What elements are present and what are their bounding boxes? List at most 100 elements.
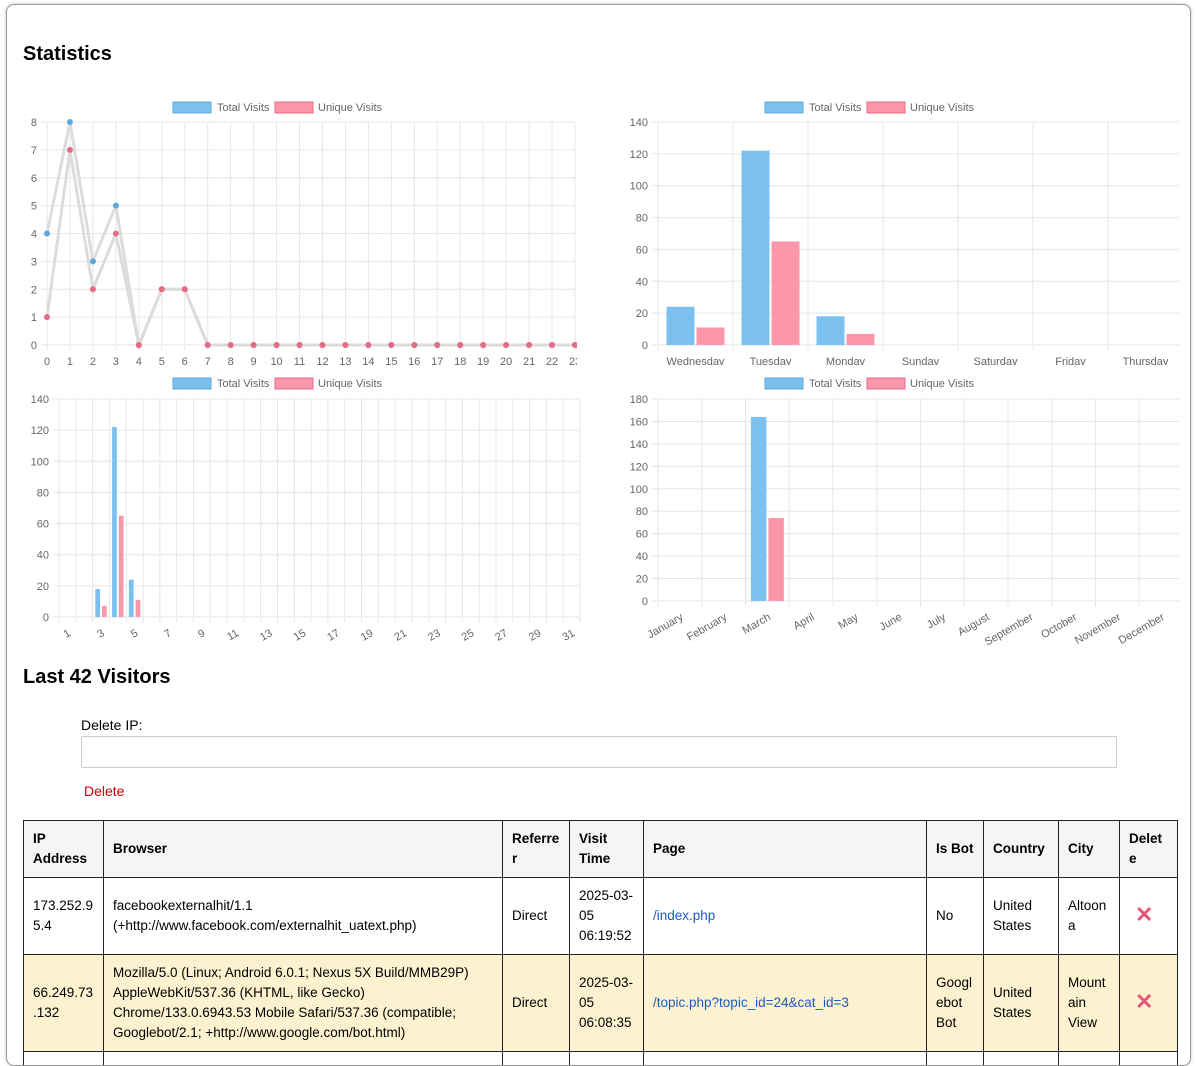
data-point [182, 286, 188, 292]
x-tick-label: September [983, 611, 1036, 648]
visitors-heading: Last 42 Visitors [23, 666, 170, 689]
city-cell [1059, 1052, 1120, 1066]
x-tick-label: January [645, 611, 685, 641]
data-point [411, 342, 417, 348]
x-tick-label: 8 [228, 356, 234, 365]
column-header-delete: Delete [1120, 821, 1178, 878]
page-cell: /index.php [644, 878, 927, 955]
legend-label-unique: Unique Visits [318, 378, 382, 390]
data-point [319, 342, 325, 348]
table-row [24, 1052, 1178, 1066]
data-point [44, 231, 50, 237]
data-point [67, 147, 73, 153]
data-point [113, 231, 119, 237]
delete-x-icon[interactable]: ✕ [1129, 992, 1153, 1012]
data-point [572, 342, 577, 348]
city-cell: Mountain View [1059, 955, 1120, 1052]
column-header-is-bot: Is Bot [927, 821, 984, 878]
x-tick-label: 20 [500, 356, 512, 365]
x-tick-label: 18 [454, 356, 466, 365]
bar-total [129, 580, 134, 617]
x-tick-label: 9 [196, 627, 207, 640]
delete-button[interactable]: Delete [84, 783, 124, 799]
delete-ip-input[interactable] [81, 736, 1117, 768]
x-tick-label: Monday [826, 356, 866, 365]
x-tick-label: 10 [270, 356, 282, 365]
x-tick-label: August [956, 611, 992, 639]
x-tick-label: 23 [426, 627, 443, 644]
column-header-page: Page [644, 821, 927, 878]
x-tick-label: 12 [316, 356, 328, 365]
data-point [274, 342, 280, 348]
column-header-browser: Browser [104, 821, 503, 878]
column-header-city: City [1059, 821, 1120, 878]
y-tick-label: 140 [31, 394, 49, 406]
bar-unique [119, 516, 124, 617]
data-point [136, 342, 142, 348]
bar-total [95, 589, 100, 617]
visit-time-cell: 2025-03-05 06:08:35 [570, 955, 644, 1052]
referrer-cell [503, 1052, 570, 1066]
x-tick-label: 6 [182, 356, 188, 365]
bar-unique [697, 327, 725, 345]
x-tick-label: 21 [523, 356, 535, 365]
visit-time-cell [570, 1052, 644, 1066]
data-point [434, 342, 440, 348]
x-tick-label: Sunday [902, 356, 940, 365]
y-tick-label: 3 [31, 256, 37, 268]
data-point [297, 342, 303, 348]
x-tick-label: 19 [477, 356, 489, 365]
x-tick-label: 19 [359, 627, 376, 644]
y-tick-label: 2 [31, 284, 37, 296]
x-tick-label: 7 [162, 627, 173, 640]
x-tick-label: 14 [362, 356, 374, 365]
data-point [67, 119, 73, 125]
delete-cell: ✕ [1120, 955, 1178, 1052]
y-tick-label: 60 [636, 529, 648, 541]
data-point [526, 342, 532, 348]
column-header-ip: IP Address [24, 821, 104, 878]
x-tick-label: 23 [569, 356, 577, 365]
data-point [251, 342, 257, 348]
legend-label-total: Total Visits [217, 378, 270, 390]
browser-cell: Mozilla/5.0 (Linux; Android 6.0.1; Nexus… [104, 955, 503, 1052]
series-line-unique [47, 150, 575, 345]
x-tick-label: 1 [67, 356, 73, 365]
x-tick-label: 9 [251, 356, 257, 365]
x-tick-label: 3 [95, 627, 106, 640]
ip-cell: 173.252.95.4 [24, 878, 104, 955]
ip-cell [24, 1052, 104, 1066]
data-point [90, 286, 96, 292]
x-tick-label: April [792, 611, 817, 632]
data-point [503, 342, 509, 348]
x-tick-label: 5 [129, 627, 140, 640]
y-tick-label: 20 [636, 574, 648, 586]
x-tick-label: 21 [392, 627, 409, 644]
x-tick-label: December [1117, 611, 1167, 647]
y-tick-label: 80 [636, 506, 648, 518]
country-cell: United States [984, 878, 1059, 955]
x-tick-label: 2 [90, 356, 96, 365]
x-tick-label: 27 [493, 627, 510, 644]
y-tick-label: 20 [37, 581, 49, 593]
browser-cell [104, 1052, 503, 1066]
y-tick-label: 1 [31, 312, 37, 324]
data-point [549, 342, 555, 348]
x-tick-label: 13 [339, 356, 351, 365]
data-point [365, 342, 371, 348]
y-tick-label: 140 [630, 117, 648, 129]
x-tick-label: 15 [292, 627, 309, 644]
x-tick-label: 17 [431, 356, 443, 365]
page-link[interactable]: /index.php [653, 908, 715, 923]
x-tick-label: November [1073, 611, 1123, 647]
page-cell: /topic.php?topic_id=24&cat_id=3 [644, 955, 927, 1052]
x-tick-label: 5 [159, 356, 165, 365]
delete-x-icon[interactable]: ✕ [1129, 905, 1153, 925]
bar-total [817, 316, 845, 345]
bar-total [742, 151, 770, 345]
page-link[interactable]: /topic.php?topic_id=24&cat_id=3 [653, 995, 849, 1010]
legend-label-unique: Unique Visits [910, 378, 974, 390]
delete-cell: ✕ [1120, 878, 1178, 955]
